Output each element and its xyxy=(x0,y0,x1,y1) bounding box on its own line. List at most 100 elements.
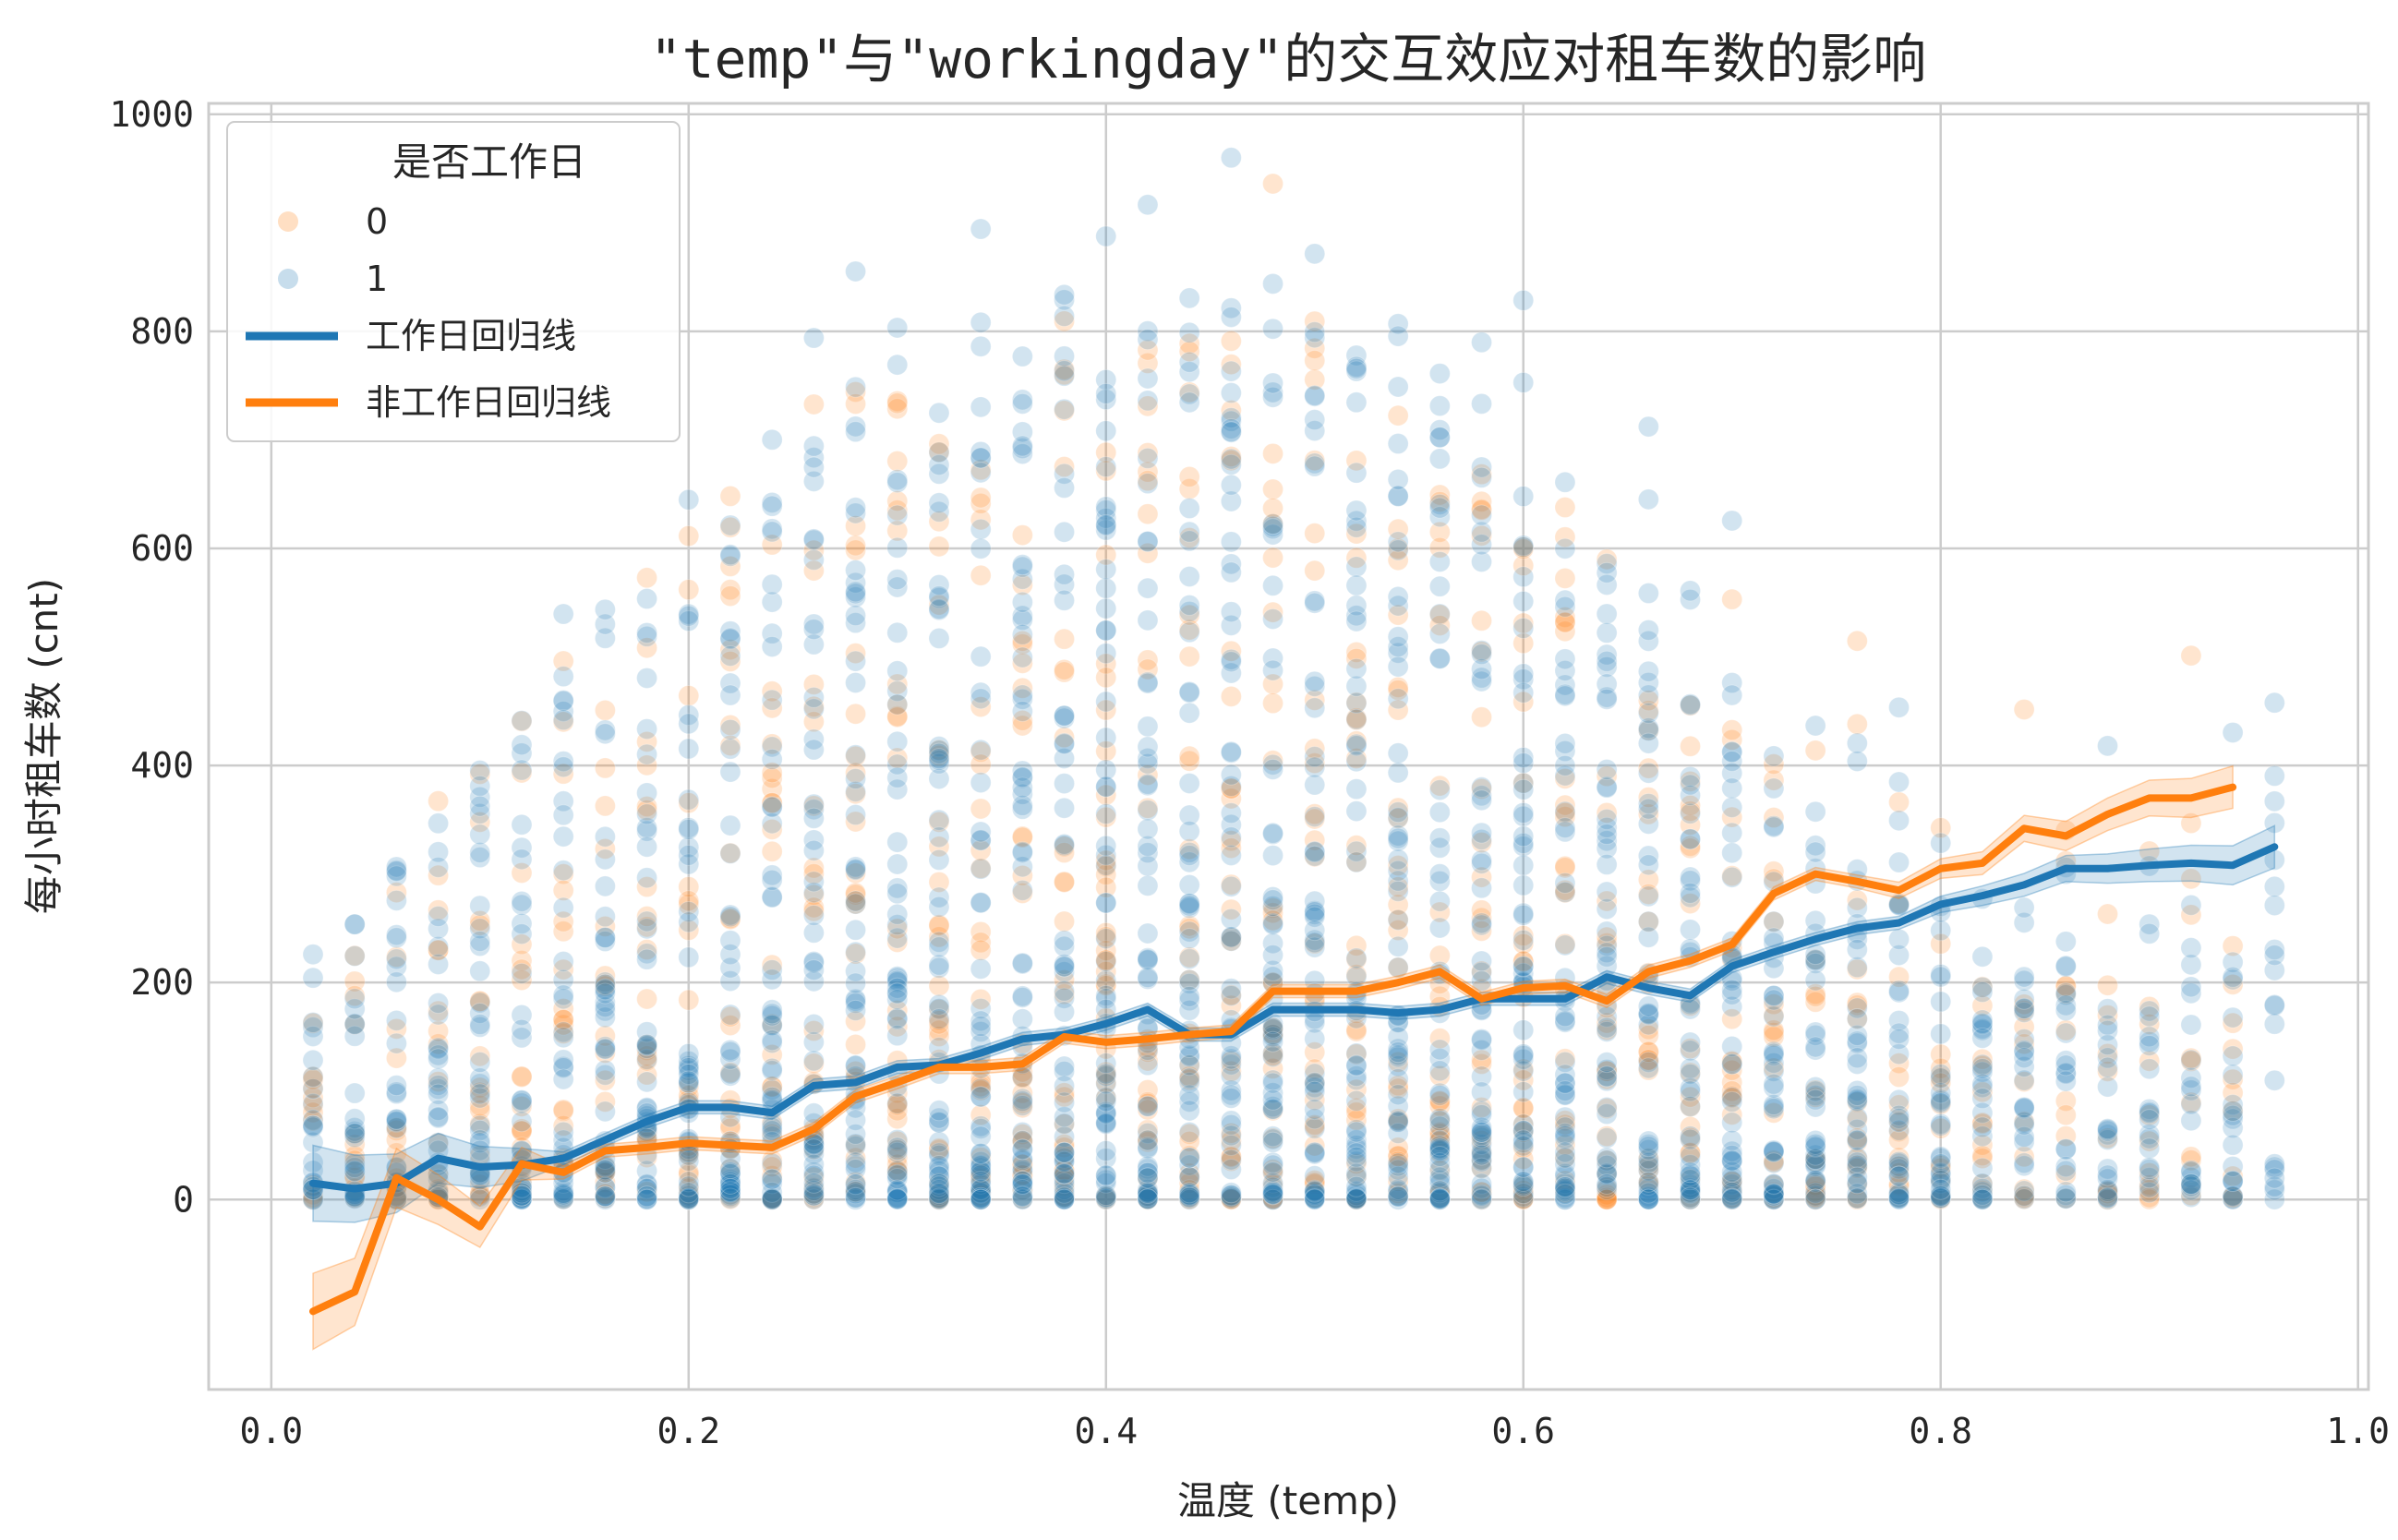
scatter-point xyxy=(2263,1167,2285,1189)
scatter-point xyxy=(886,398,909,420)
scatter-point xyxy=(802,673,825,695)
scatter-point xyxy=(594,1038,616,1060)
scatter-point xyxy=(1304,689,1326,711)
scatter-point xyxy=(2139,1173,2161,1196)
scatter-point xyxy=(552,879,574,901)
scatter-point xyxy=(1345,1018,1368,1041)
scatter-point xyxy=(1011,879,1033,901)
scatter-point xyxy=(970,1166,992,1188)
scatter-point xyxy=(970,892,992,914)
scatter-point xyxy=(594,973,616,995)
scatter-point xyxy=(970,311,992,333)
scatter-point xyxy=(1095,420,1117,442)
scatter-point xyxy=(1846,1007,1868,1029)
scatter-point xyxy=(1471,498,1493,520)
scatter-point xyxy=(1220,1125,1242,1147)
scatter-point xyxy=(2013,966,2035,988)
scatter-point xyxy=(594,1059,616,1081)
scatter-point xyxy=(552,709,574,731)
scatter-point xyxy=(970,1168,992,1190)
scatter-point xyxy=(552,711,574,733)
scatter-point xyxy=(1304,774,1326,796)
scatter-point xyxy=(1054,1185,1076,1207)
scatter-point xyxy=(1763,753,1785,776)
scatter-point xyxy=(678,890,700,912)
scatter-point xyxy=(1220,448,1242,470)
scatter-point xyxy=(761,762,783,784)
scatter-point xyxy=(1011,345,1033,367)
scatter-point xyxy=(1428,1095,1451,1117)
scatter-point xyxy=(1054,563,1076,585)
scatter-point xyxy=(1637,700,1659,722)
scatter-point xyxy=(845,376,867,398)
scatter-point xyxy=(802,904,825,926)
scatter-point xyxy=(1345,1146,1368,1168)
scatter-point xyxy=(1512,778,1535,800)
scatter-point xyxy=(1554,794,1576,816)
scatter-point xyxy=(970,857,992,879)
scatter-point xyxy=(678,685,700,707)
scatter-point xyxy=(343,1145,366,1167)
scatter-point xyxy=(970,1072,992,1094)
scatter-point xyxy=(1137,367,1159,390)
scatter-point xyxy=(2097,903,2119,925)
scatter-point xyxy=(2055,1089,2077,1112)
scatter-point xyxy=(1763,989,1785,1011)
scatter-point xyxy=(1596,1184,1618,1206)
scatter-point xyxy=(1011,646,1033,668)
scatter-point xyxy=(1011,794,1033,816)
scatter-point xyxy=(802,884,825,906)
scatter-point xyxy=(1345,462,1368,484)
scatter-point xyxy=(1137,736,1159,758)
scatter-point xyxy=(1596,650,1618,672)
scatter-point xyxy=(1054,398,1076,420)
scatter-point xyxy=(678,989,700,1011)
scatter-point xyxy=(719,1185,741,1208)
scatter-point xyxy=(1345,692,1368,714)
scatter-point xyxy=(1304,450,1326,472)
scatter-point xyxy=(552,1184,574,1206)
scatter-point xyxy=(1471,1129,1493,1151)
scatter-point xyxy=(1345,657,1368,680)
scatter-point xyxy=(636,1071,658,1093)
scatter-point xyxy=(1512,874,1535,896)
scatter-point xyxy=(1471,866,1493,888)
scatter-point xyxy=(845,862,867,884)
scatter-point xyxy=(511,1137,533,1159)
scatter-point xyxy=(1137,818,1159,840)
scatter-point xyxy=(1178,498,1200,520)
scatter-point xyxy=(1804,1174,1826,1197)
scatter-point xyxy=(2097,1127,2119,1149)
scatter-point xyxy=(636,1045,658,1067)
scatter-point xyxy=(2180,1185,2202,1207)
scatter-point xyxy=(719,908,741,931)
scatter-point xyxy=(845,768,867,790)
scatter-point xyxy=(552,1027,574,1049)
scatter-point xyxy=(428,812,450,835)
scatter-point xyxy=(2013,1185,2035,1207)
scatter-point xyxy=(1345,835,1368,857)
scatter-point xyxy=(1178,1188,1200,1210)
scatter-point xyxy=(2139,1034,2161,1056)
scatter-point xyxy=(1054,365,1076,387)
scatter-point xyxy=(1262,372,1284,394)
scatter-point xyxy=(2013,1152,2035,1174)
scatter-point xyxy=(2013,698,2035,720)
scatter-point xyxy=(1804,1180,1826,1202)
scatter-point xyxy=(1262,1174,1284,1197)
scatter-point xyxy=(886,621,909,644)
scatter-point xyxy=(552,690,574,712)
scatter-point xyxy=(1637,910,1659,932)
scatter-point xyxy=(1178,702,1200,724)
scatter-point xyxy=(343,1014,366,1036)
scatter-point xyxy=(1637,1136,1659,1158)
scatter-point xyxy=(802,393,825,415)
scatter-point xyxy=(761,573,783,596)
scatter-point xyxy=(970,1142,992,1164)
scatter-point xyxy=(1721,728,1743,751)
scatter-point xyxy=(1428,363,1451,385)
scatter-point xyxy=(1011,715,1033,737)
scatter-point xyxy=(1137,1079,1159,1101)
scatter-point xyxy=(1428,615,1451,637)
scatter-point xyxy=(1512,801,1535,824)
